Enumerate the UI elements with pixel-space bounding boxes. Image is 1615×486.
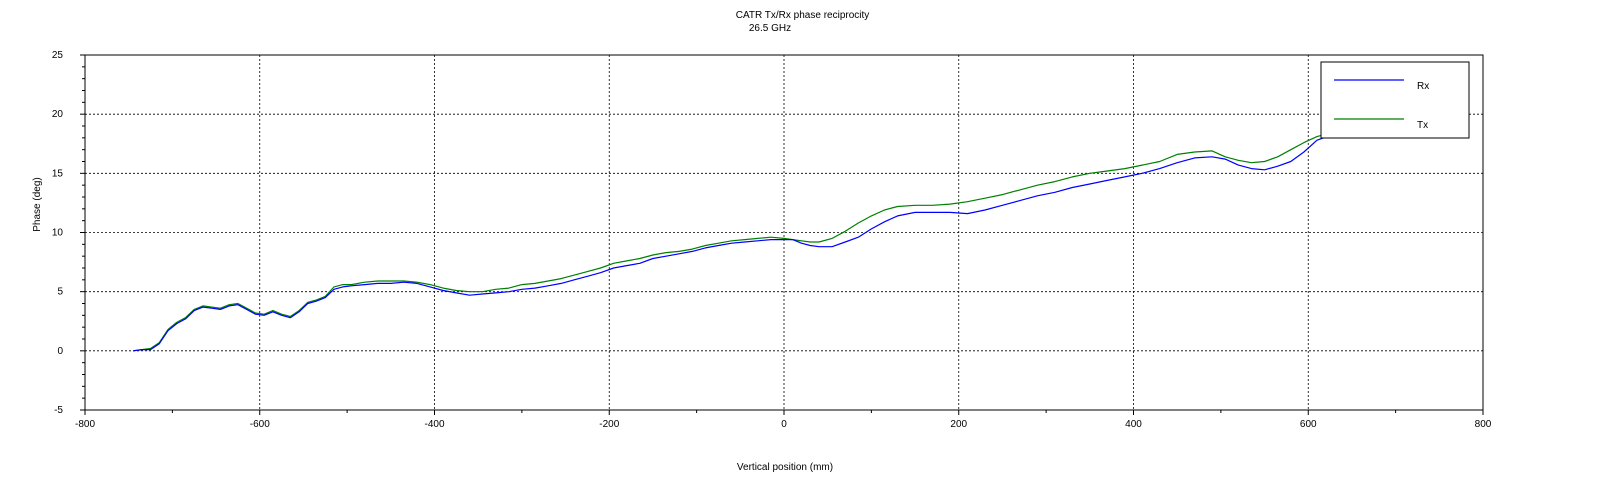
y-tick-label: 5 [57, 287, 63, 298]
x-tick-label: 200 [950, 419, 967, 430]
x-tick-label: -200 [599, 419, 619, 430]
tick-labels: -800 -600 -400 -200 0 200 400 600 800 -5 0 5 10 15 20 2… [52, 50, 1492, 430]
y-tick-label: 20 [52, 109, 64, 120]
legend-box [1320, 61, 1470, 139]
y-tick-label: -5 [54, 405, 63, 416]
series-lines [133, 132, 1331, 352]
y-tick-label: 15 [52, 168, 64, 179]
chart-title: CATR Tx/Rx phase reciprocity [735, 10, 870, 21]
chart-subtitle: 26.5 GHz [748, 23, 792, 34]
x-tick-label: -800 [75, 419, 95, 430]
x-tick-label: 0 [781, 419, 787, 430]
x-tick-label: 400 [1125, 419, 1142, 430]
x-tick-label: -600 [250, 419, 270, 430]
x-axis-label: Vertical position (mm) [737, 462, 833, 473]
series-line-tx [133, 132, 1331, 352]
x-tick-label: 800 [1475, 419, 1492, 430]
x-tick-label: 600 [1300, 419, 1317, 430]
y-tick-label: 25 [52, 50, 64, 61]
grid-lines [85, 55, 1483, 410]
y-tick-label: 0 [57, 346, 63, 357]
series-line-rx [133, 134, 1331, 352]
legend-label-tx: Tx [1417, 120, 1428, 131]
x-tick-label: -400 [424, 419, 444, 430]
y-axis-label: Phase (deg) [32, 177, 43, 231]
y-tick-label: 10 [52, 228, 64, 239]
axis-ticks [80, 54, 1484, 415]
legend: Rx Tx [1320, 61, 1470, 139]
legend-label-rx: Rx [1417, 81, 1429, 92]
chart-title-block: CATR Tx/Rx phase reciprocity 26.5 GHz [0, 9, 1615, 35]
